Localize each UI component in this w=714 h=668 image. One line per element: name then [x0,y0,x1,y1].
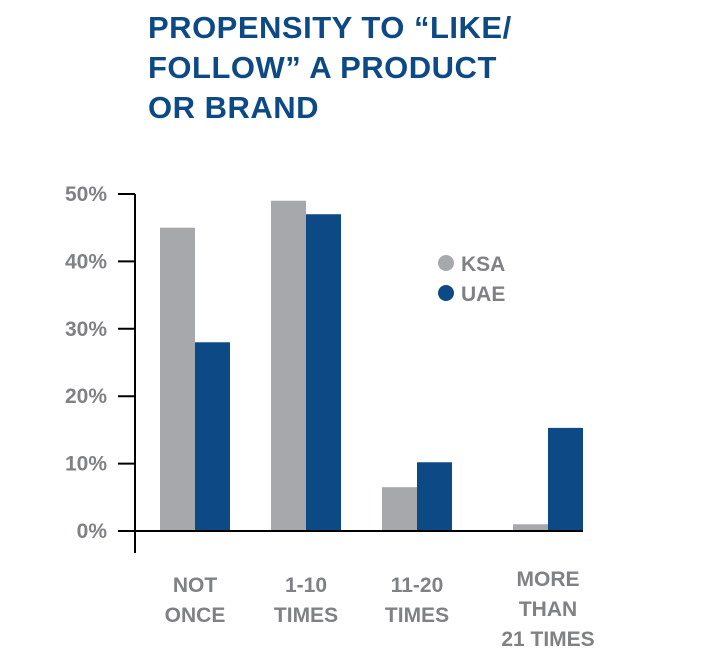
legend: KSA UAE [438,253,505,306]
chart-title-line-2: FOLLOW” A PRODUCT [148,50,497,85]
y-tick-label-2: 20% [65,385,107,408]
bars-group [160,200,583,532]
legend-label-ksa: KSA [461,253,505,276]
x-category-label-0-line-1: ONCE [165,604,226,627]
y-tick-label-1: 10% [65,453,107,476]
y-tick-label-4: 40% [65,250,107,273]
chart-title-line-1: PROPENSITY TO “LIKE/ [148,10,512,45]
x-category-labels: NOT ONCE 1-10 TIMES 11-20 TIMES MORE THAN 21 TIM… [165,568,595,651]
x-category-label-1-line-0: 1-10 [285,574,327,597]
chart-title: PROPENSITY TO “LIKE/ FOLLOW” A PRODUCT O… [148,8,568,128]
y-tick-label-5: 50% [65,183,107,206]
bar-ksa-1 [271,200,306,532]
x-category-label-3-line-1: THAN [519,598,577,621]
chart-title-line-3: OR BRAND [148,90,320,125]
x-category-label-1-line-1: TIMES [274,604,338,627]
bar-uae-1 [306,214,341,531]
x-category-label-2-line-0: 11-20 [391,574,444,597]
bar-uae-3 [548,427,583,531]
x-category-label-3-line-0: MORE [517,568,580,591]
legend-label-uae: UAE [461,283,505,306]
x-category-label-3-line-2: 21 TIMES [501,628,594,651]
x-category-label-0-line-0: NOT [173,574,218,597]
bar-ksa-3 [513,524,548,531]
y-tick-label-0: 0% [77,520,108,543]
y-tick-label-3: 30% [65,318,107,341]
bar-ksa-2 [382,487,417,531]
x-category-label-2-line-1: TIMES [385,604,449,627]
bar-uae-2 [417,462,452,531]
bar-uae-0 [195,342,230,531]
bar-ksa-0 [160,227,195,531]
legend-marker-ksa [438,255,454,271]
legend-marker-uae [438,285,454,301]
y-tick-labels: 0% 10% 20% 30% 40% 50% [65,183,107,543]
axes-group [118,193,583,553]
